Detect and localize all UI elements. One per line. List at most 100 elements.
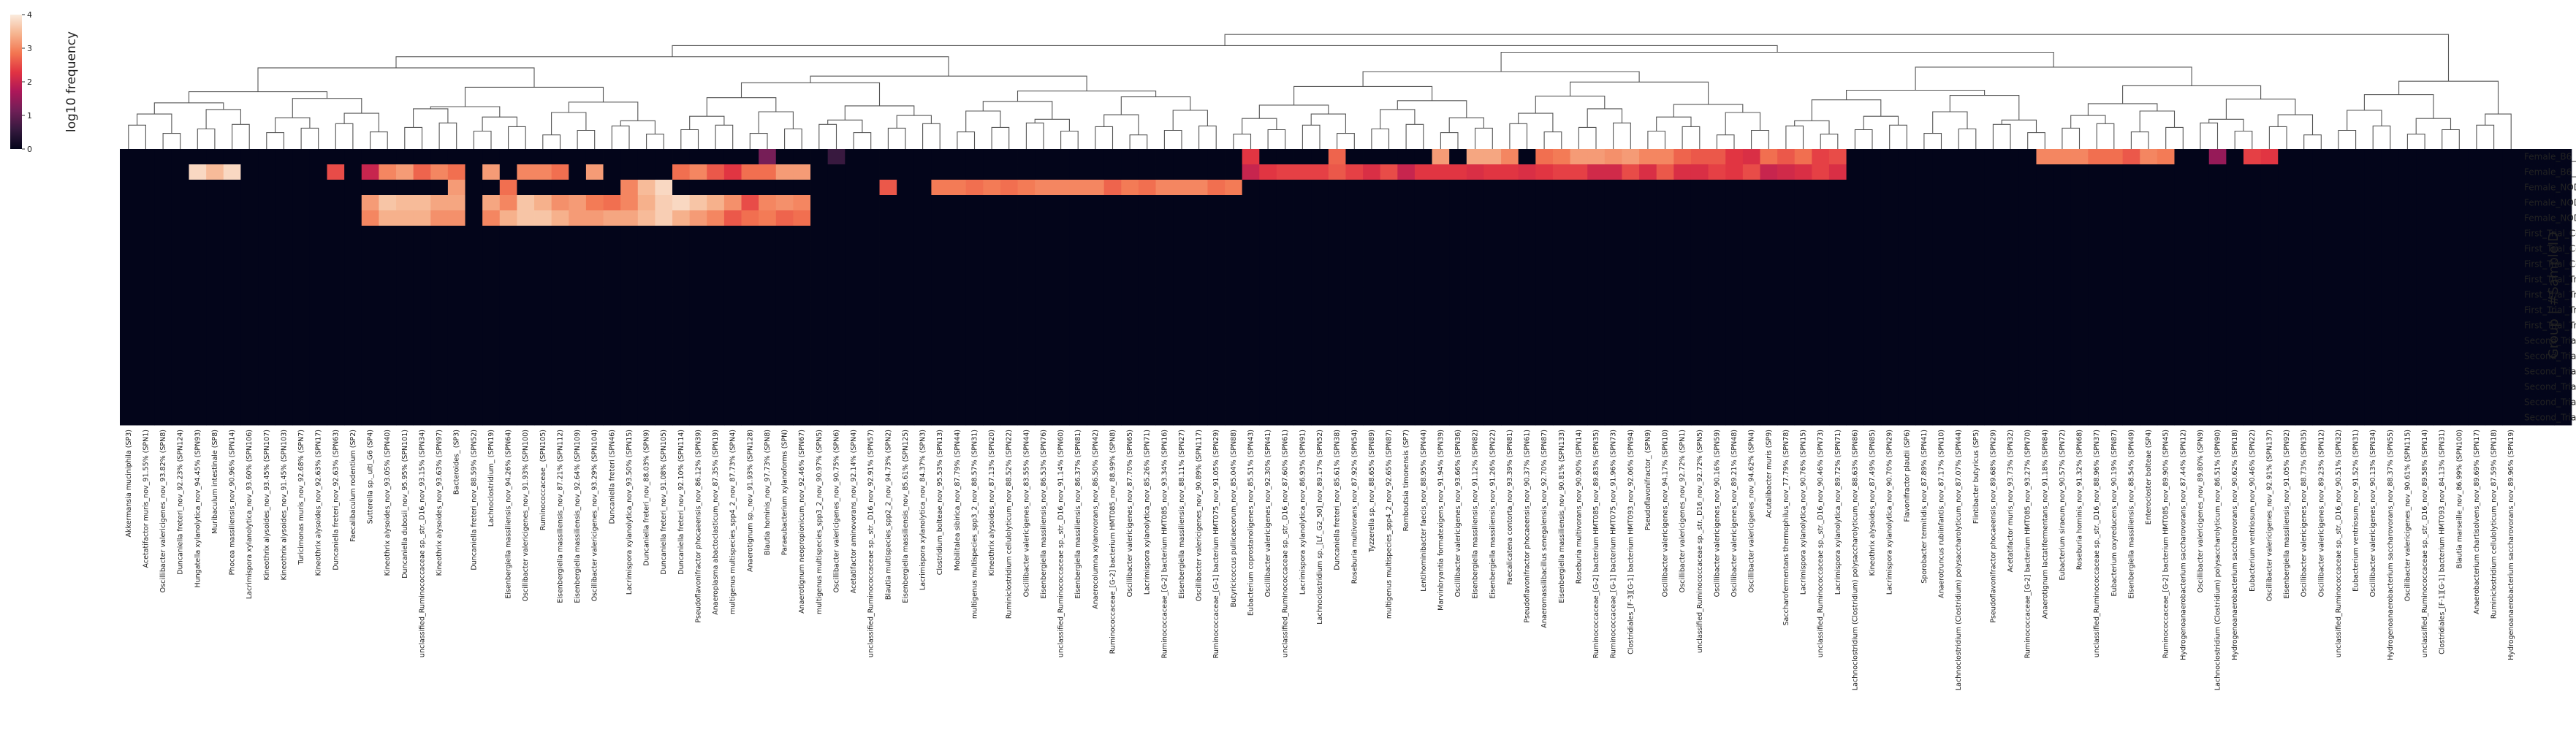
heatmap-cell bbox=[1363, 348, 1381, 364]
column-label: Oscillibacter valericigenes_nov_90.89% (… bbox=[1196, 430, 1204, 601]
heatmap-cell bbox=[707, 149, 725, 165]
heatmap-cell bbox=[2105, 241, 2124, 257]
heatmap-cell bbox=[1103, 195, 1122, 211]
dendrogram-link bbox=[1337, 133, 1355, 149]
heatmap-cell bbox=[897, 180, 915, 196]
heatmap-cell bbox=[517, 226, 535, 242]
heatmap-cell bbox=[258, 226, 276, 242]
heatmap-cell bbox=[534, 364, 552, 380]
heatmap-cell bbox=[240, 180, 259, 196]
heatmap-cell bbox=[620, 333, 639, 349]
dendrogram-link bbox=[818, 123, 837, 149]
row-label: First_Trial_Control | F4928.S04 bbox=[2524, 229, 2576, 239]
column-label: Eisenbergiella massiliensis_nov_85.61% (… bbox=[902, 430, 910, 603]
heatmap-cell bbox=[2192, 348, 2210, 364]
heatmap-cell bbox=[637, 195, 656, 211]
heatmap-cell bbox=[1846, 379, 1864, 395]
heatmap-cell bbox=[344, 256, 362, 272]
heatmap-cell bbox=[361, 364, 379, 380]
heatmap-cell bbox=[2554, 195, 2572, 211]
heatmap-cell bbox=[1950, 226, 1968, 242]
heatmap-cell bbox=[1950, 195, 1968, 211]
dendrogram-link bbox=[1535, 96, 1606, 114]
heatmap-cell bbox=[1103, 364, 1122, 380]
dendrogram-link bbox=[1578, 126, 1597, 149]
heatmap-cell bbox=[1898, 364, 1916, 380]
heatmap-cell bbox=[1207, 348, 1226, 364]
heatmap-cell bbox=[603, 364, 621, 380]
dendrogram-link bbox=[1992, 123, 2011, 149]
heatmap-cell bbox=[1000, 394, 1018, 411]
heatmap-cell bbox=[2208, 241, 2227, 257]
heatmap-cell bbox=[810, 195, 829, 211]
heatmap-cell bbox=[413, 180, 431, 196]
heatmap-cell bbox=[2381, 302, 2400, 318]
heatmap-cell bbox=[1087, 348, 1105, 364]
heatmap-cell bbox=[1725, 195, 1744, 211]
heatmap-cell bbox=[1052, 379, 1070, 395]
heatmap-cell bbox=[949, 226, 967, 242]
heatmap-cell bbox=[2002, 164, 2020, 180]
heatmap-cell bbox=[154, 210, 172, 226]
dendrogram-link bbox=[153, 102, 224, 115]
heatmap-cell bbox=[1622, 302, 1640, 318]
heatmap-cell bbox=[1432, 180, 1450, 196]
column-label: Eisenbergiella massiliensis_nov_86.37% (… bbox=[1074, 430, 1082, 599]
heatmap-cell bbox=[1880, 333, 1899, 349]
heatmap-cell bbox=[793, 364, 811, 380]
heatmap-cell bbox=[137, 287, 155, 303]
heatmap-cell bbox=[585, 164, 604, 180]
heatmap-cell bbox=[120, 210, 138, 226]
heatmap-cell bbox=[120, 241, 138, 257]
heatmap-cell bbox=[1035, 379, 1053, 395]
heatmap-cell bbox=[2347, 180, 2365, 196]
heatmap-cell bbox=[1915, 256, 1934, 272]
heatmap-cell bbox=[1121, 333, 1139, 349]
heatmap-cell bbox=[1725, 256, 1744, 272]
column-label: unclassified_Ruminococcaceae sp._str._D1… bbox=[2421, 430, 2429, 657]
heatmap-cell bbox=[120, 180, 138, 196]
heatmap-cell bbox=[2192, 272, 2210, 288]
heatmap-cell bbox=[2070, 272, 2089, 288]
heatmap-cell bbox=[1708, 272, 1726, 288]
heatmap-cell bbox=[499, 272, 517, 288]
heatmap-cell bbox=[1276, 410, 1294, 426]
heatmap-cell bbox=[1518, 272, 1536, 288]
heatmap-cell bbox=[1449, 195, 1467, 211]
heatmap-cell bbox=[1501, 226, 1519, 242]
heatmap-cell bbox=[430, 410, 449, 426]
heatmap-cell bbox=[2174, 195, 2192, 211]
column-label: Eubacterium ventriosum_nov_90.46% (SPN22… bbox=[2249, 430, 2257, 592]
heatmap-cell bbox=[1397, 318, 1416, 334]
heatmap-cell bbox=[897, 302, 915, 318]
heatmap-cell bbox=[2157, 394, 2175, 411]
heatmap-cell bbox=[1639, 364, 1657, 380]
heatmap-cell bbox=[741, 149, 759, 165]
heatmap-cell bbox=[637, 302, 656, 318]
heatmap-cell bbox=[965, 272, 984, 288]
heatmap-cell bbox=[2468, 210, 2486, 226]
heatmap-cell bbox=[379, 394, 397, 411]
column-label: Sutterella sp._ulti_G6 (SP4) bbox=[367, 430, 375, 524]
heatmap-cell bbox=[1690, 410, 1709, 426]
heatmap-cell bbox=[741, 333, 759, 349]
dendrogram-link bbox=[2122, 85, 2262, 104]
heatmap-cell bbox=[154, 287, 172, 303]
heatmap-cell bbox=[447, 348, 466, 364]
heatmap-cell bbox=[517, 149, 535, 165]
column-label: Duncaniella freteri_nov_85.61% (SPN38) bbox=[1334, 430, 1342, 570]
dendrogram-link bbox=[1025, 122, 1044, 149]
heatmap-cell bbox=[1225, 302, 1243, 318]
heatmap-cell bbox=[1138, 333, 1156, 349]
heatmap-cell bbox=[2002, 394, 2020, 411]
heatmap-cell bbox=[569, 348, 587, 364]
heatmap-cell bbox=[723, 302, 742, 318]
heatmap-cell bbox=[361, 379, 379, 395]
heatmap-cell bbox=[2330, 195, 2348, 211]
heatmap-cell bbox=[741, 348, 759, 364]
heatmap-cell bbox=[223, 394, 241, 411]
heatmap-cell bbox=[499, 180, 517, 196]
heatmap-cell bbox=[2192, 256, 2210, 272]
heatmap-cell bbox=[775, 302, 794, 318]
heatmap-cell bbox=[1155, 410, 1174, 426]
